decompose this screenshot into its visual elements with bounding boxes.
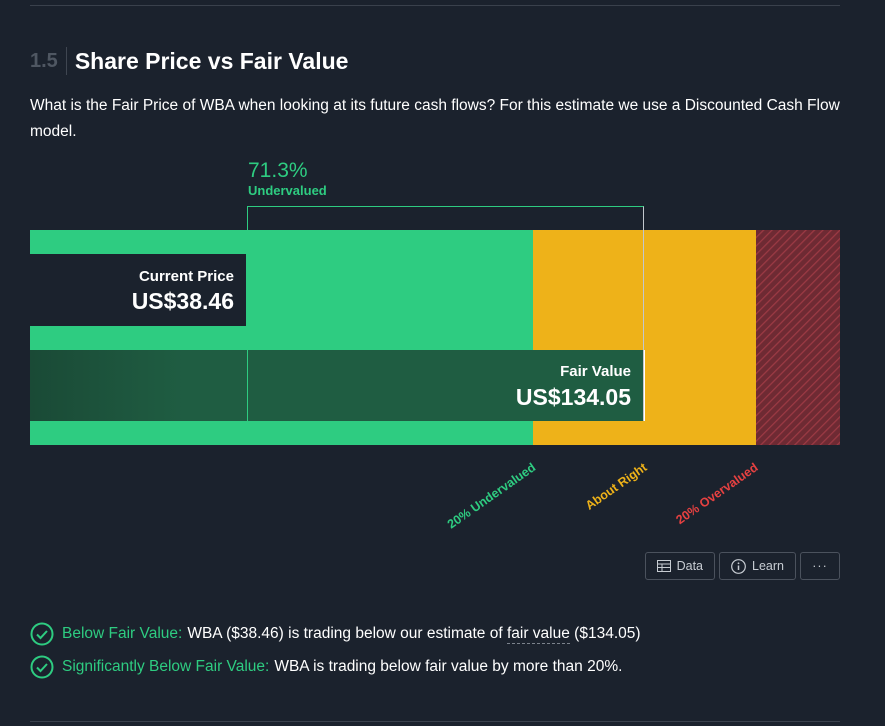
valuation-checks: Below Fair Value: WBA ($38.46) is tradin… xyxy=(30,622,641,688)
current-price-value: US$38.46 xyxy=(131,288,234,314)
difference-bracket xyxy=(247,206,644,421)
table-icon xyxy=(656,560,671,572)
section-number: 1.5 xyxy=(30,47,67,75)
check-name: Below Fair Value: xyxy=(62,625,183,642)
check-circle-icon xyxy=(30,622,54,646)
check-text: WBA ($38.46) is trading below our estima… xyxy=(187,625,507,642)
fair-value-label: Fair Value xyxy=(560,363,631,380)
check-text-suffix: ($134.05) xyxy=(569,625,641,642)
info-icon xyxy=(731,558,746,574)
current-price-label: Current Price xyxy=(138,268,234,285)
data-button-label: Data xyxy=(676,559,704,573)
learn-button-label: Learn xyxy=(752,559,784,573)
difference-percent: 71.3% xyxy=(248,159,308,182)
current-price-box: Current Price US$38.46 xyxy=(30,254,246,326)
check-name: Significantly Below Fair Value: xyxy=(62,658,270,675)
section-title: Share Price vs Fair Value xyxy=(74,48,349,74)
section-description: What is the Fair Price of WBA when looki… xyxy=(30,97,840,140)
fair-value-bar xyxy=(30,350,644,421)
learn-button[interactable]: Learn xyxy=(719,552,796,580)
more-button[interactable]: ··· xyxy=(800,552,840,580)
check-circle-icon xyxy=(30,655,54,679)
check-item: Significantly Below Fair Value: WBA is t… xyxy=(30,655,641,679)
difference-callout: 71.3% Undervalued xyxy=(248,159,327,198)
chart-actions: Data Learn ··· xyxy=(644,552,840,580)
bottom-divider xyxy=(30,721,840,722)
fair-value-value: US$134.05 xyxy=(515,384,631,410)
fair-value-link[interactable]: fair value xyxy=(506,624,570,644)
check-item: Below Fair Value: WBA ($38.46) is tradin… xyxy=(30,622,641,646)
fair-value-marker xyxy=(643,350,645,421)
top-divider xyxy=(30,5,840,6)
difference-label: Undervalued xyxy=(248,183,327,198)
check-text: WBA is trading below fair value by more … xyxy=(274,658,623,675)
zone-overvalued-band xyxy=(756,230,840,445)
data-button[interactable]: Data xyxy=(644,552,716,580)
more-icon: ··· xyxy=(812,559,828,573)
section-header: 1.5 Share Price vs Fair Value xyxy=(30,46,348,76)
